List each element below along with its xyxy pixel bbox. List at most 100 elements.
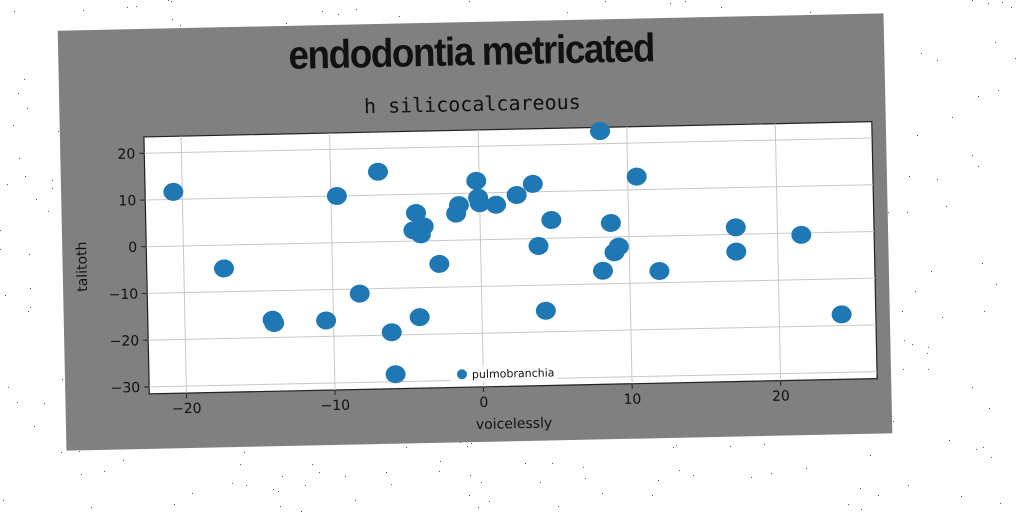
noise-dot [356, 9, 357, 10]
noise-dot [48, 211, 49, 212]
x-tick-label: 20 [772, 388, 790, 404]
y-tick-label: 10 [118, 193, 136, 209]
noise-dot [861, 509, 862, 510]
noise-dot [322, 11, 323, 12]
noise-dot [915, 291, 916, 292]
noise-dot [29, 254, 30, 255]
noise-dot [602, 493, 603, 494]
y-gridline [146, 230, 875, 248]
noise-dot [439, 471, 440, 472]
legend-label: pulmobranchia [472, 366, 555, 381]
noise-dot [467, 446, 468, 447]
x-axis-label: voicelessly [476, 415, 553, 433]
noise-dot [478, 507, 479, 508]
scatter-point [726, 242, 747, 261]
noise-dot [982, 263, 983, 264]
noise-dot [246, 485, 247, 486]
noise-dot [978, 166, 979, 167]
noise-dot [319, 472, 320, 473]
noise-dot [36, 199, 37, 200]
scatter-point [590, 122, 611, 141]
noise-dot [171, 1, 172, 2]
x-gridline [774, 123, 782, 381]
noise-dot [771, 473, 772, 474]
scatter-point [592, 261, 613, 280]
legend: pulmobranchia [449, 363, 559, 384]
noise-dot [91, 507, 92, 508]
noise-dot [180, 25, 181, 26]
noise-dot [5, 295, 6, 296]
noise-dot [25, 176, 26, 177]
noise-dot [481, 482, 482, 483]
y-gridline [148, 324, 877, 341]
plot-area [143, 121, 878, 395]
scatter-point [163, 182, 184, 201]
noise-dot [848, 504, 849, 505]
x-tick-label: 10 [623, 392, 641, 408]
scatter-point [649, 262, 670, 281]
x-gridline [329, 133, 336, 390]
noise-dot [391, 484, 392, 485]
noise-dot [1000, 503, 1001, 504]
x-tick-label: 0 [479, 395, 488, 411]
noise-dot [961, 496, 962, 497]
noise-dot [19, 158, 20, 159]
x-tick-label: −20 [172, 401, 202, 418]
scatter-point [349, 284, 370, 303]
noise-dot [942, 317, 943, 318]
scatter-point [522, 174, 543, 193]
noise-dot [991, 457, 992, 458]
scatter-point [413, 217, 434, 236]
noise-dot [30, 288, 31, 289]
scatter-point [541, 210, 562, 229]
scatter-point [725, 218, 746, 237]
noise-dot [988, 3, 989, 4]
noise-dot [810, 12, 811, 13]
plot-background [143, 121, 878, 395]
scatter-point [831, 305, 852, 324]
noise-dot [286, 23, 287, 24]
noise-dot [24, 79, 25, 80]
noise-dot [174, 504, 175, 505]
noise-dot [386, 472, 387, 473]
noise-dot [870, 455, 871, 456]
noise-dot [3, 500, 4, 501]
noise-dot [280, 506, 281, 507]
noise-dot [989, 408, 990, 409]
noise-dot [62, 379, 63, 380]
data-points [163, 122, 852, 384]
noise-dot [440, 461, 441, 462]
scatter-point [506, 186, 527, 205]
y-tick-label: 20 [117, 146, 135, 162]
noise-dot [764, 444, 765, 445]
noise-dot [679, 470, 680, 471]
noise-dot [721, 7, 722, 8]
noise-dot [172, 19, 173, 20]
noise-dot [18, 93, 19, 94]
noise-dot [893, 421, 894, 422]
noise-dot [937, 60, 938, 61]
scatter-point [385, 365, 406, 384]
noise-dot [730, 446, 731, 447]
noise-dot [917, 135, 918, 136]
noise-dot [232, 483, 233, 484]
noise-dot [860, 488, 861, 489]
noise-dot [972, 387, 973, 388]
noise-dot [927, 353, 928, 354]
noise-dot [0, 230, 1, 231]
noise-dot [470, 475, 471, 476]
noise-dot [552, 463, 553, 464]
scatter-point [528, 236, 549, 255]
noise-dot [903, 369, 904, 370]
legend-marker [456, 369, 467, 380]
noise-dot [489, 501, 490, 502]
y-tick-label: −10 [109, 287, 139, 304]
noise-dot [670, 3, 671, 4]
scatter-point [626, 167, 647, 186]
noise-dot [907, 212, 908, 213]
legend-box [449, 363, 559, 384]
y-gridline [144, 137, 873, 154]
scatter-point [264, 314, 285, 333]
scatter-point [316, 311, 337, 330]
noise-dot [937, 179, 938, 180]
